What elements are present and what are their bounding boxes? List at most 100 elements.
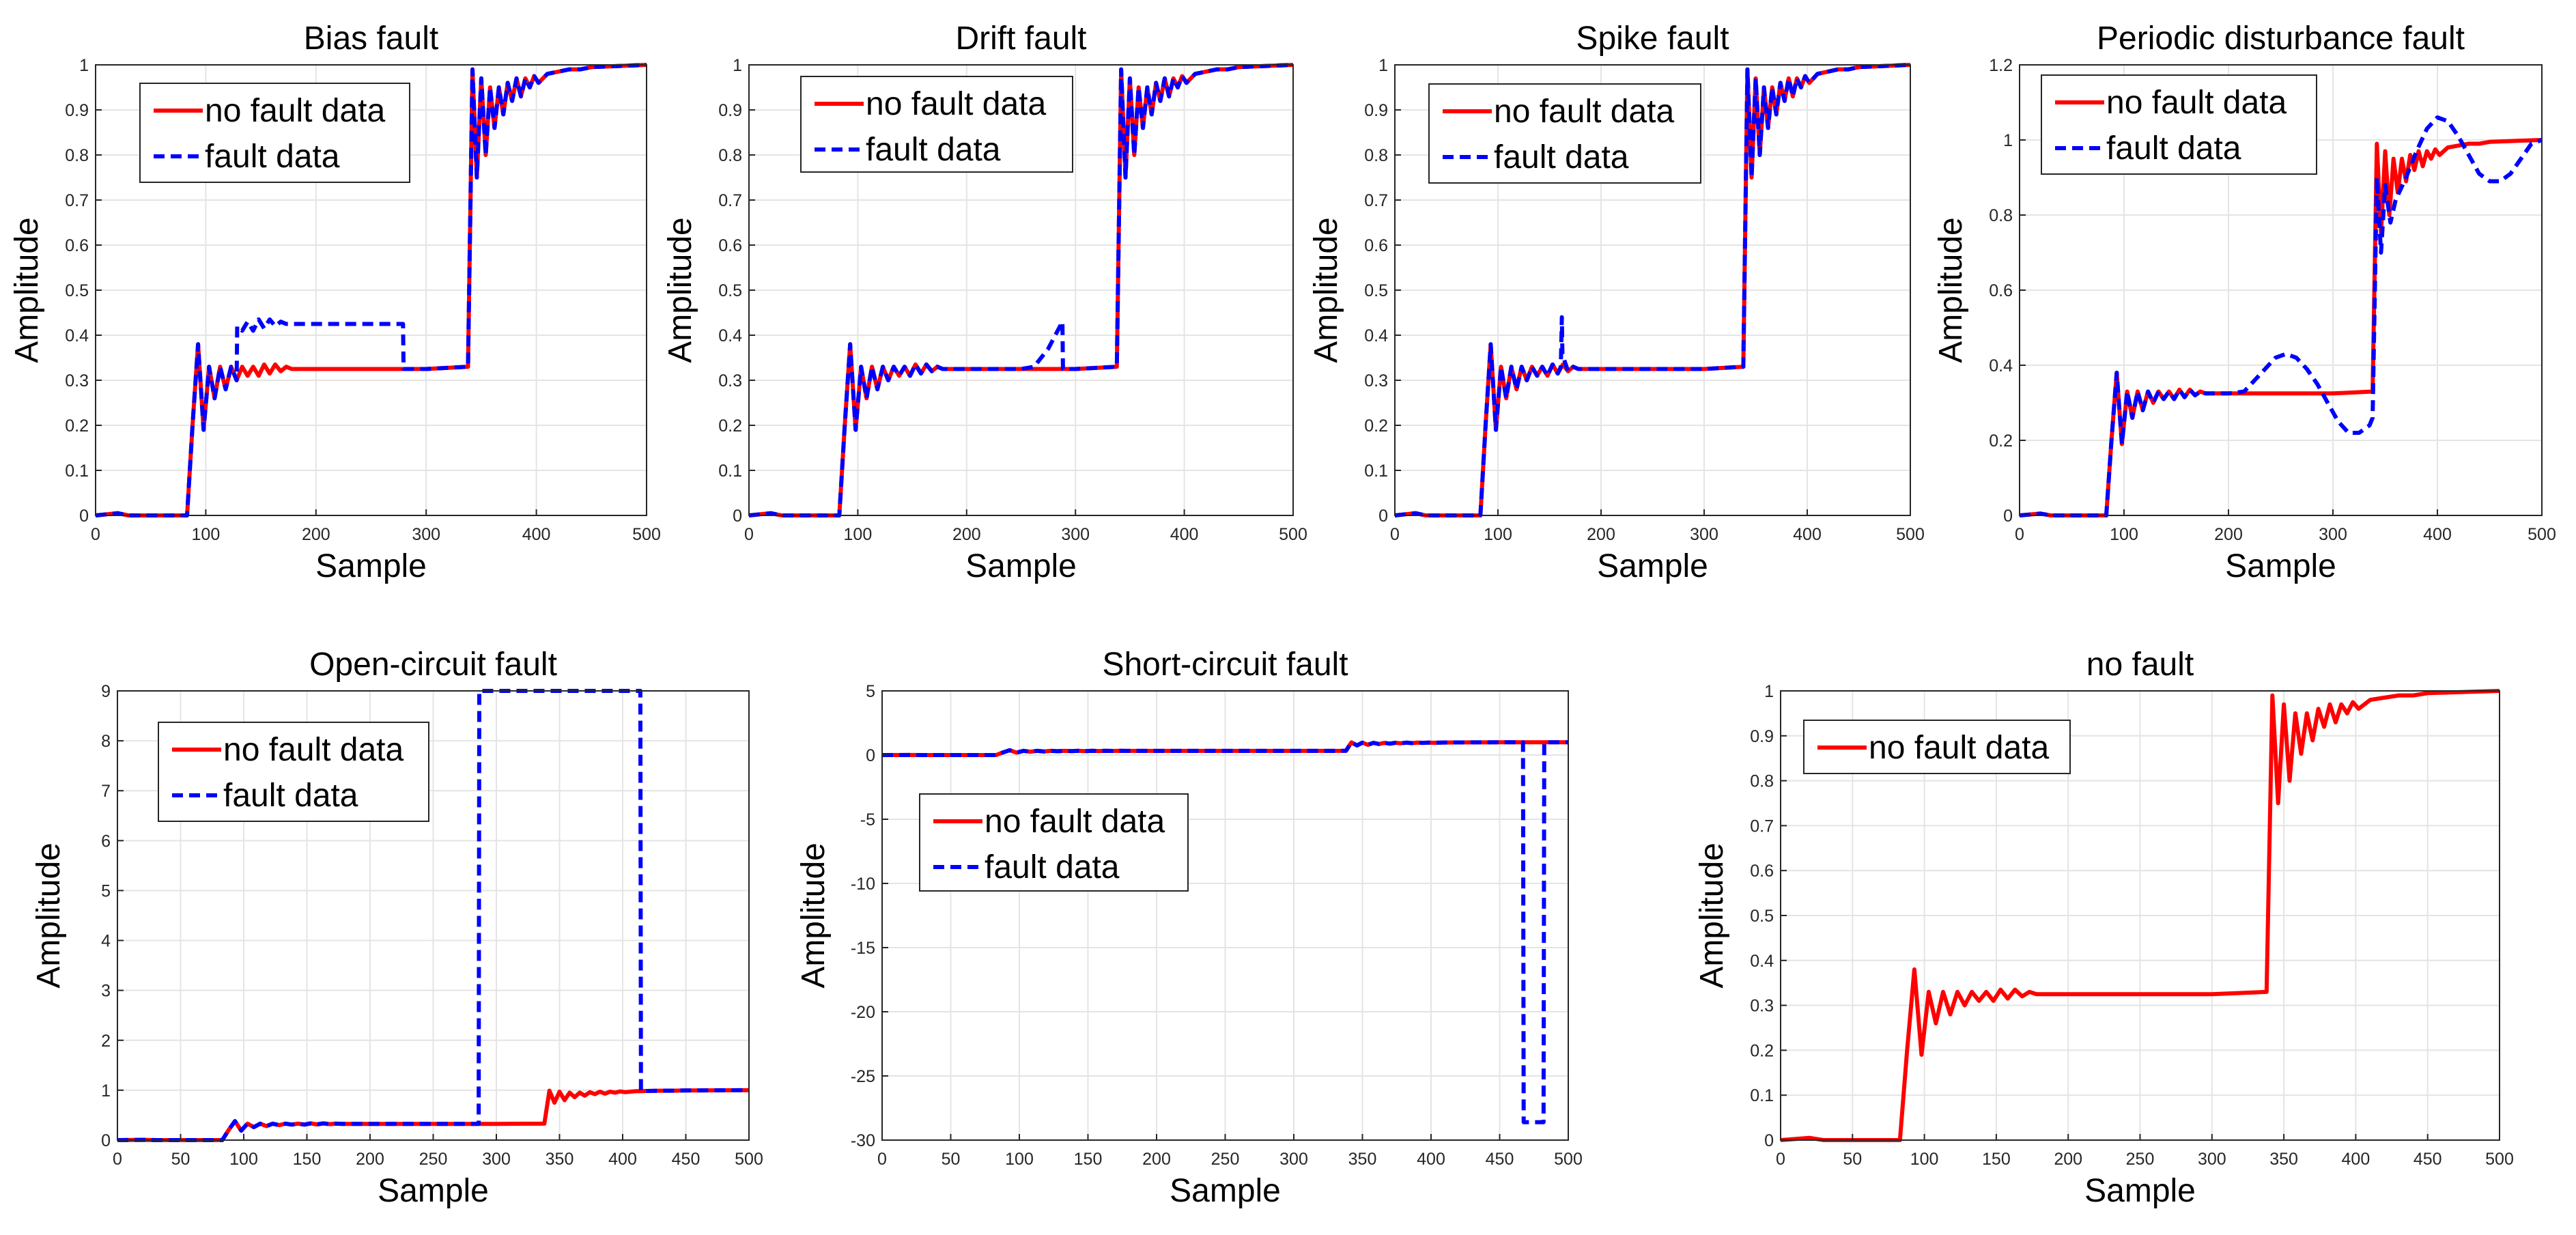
chart-panel-6: 0 50 100 150 200 250 300 350 400 450 500-30-25-20-… [795,647,1583,1209]
x-tick-label: 50 [171,1150,190,1169]
y-tick-label: 0.2 [1750,1041,1774,1060]
y-tick-label: 0.2 [65,416,89,436]
x-tick-label: 100 [2110,525,2138,544]
series-line-fault-data [1394,63,1911,517]
y-tick-label: 0.5 [1364,281,1388,300]
x-axis-label: Sample [2225,548,2336,584]
legend-box [2041,74,2317,175]
y-tick-label: 0 [1378,507,1388,526]
legend-box [1428,83,1701,184]
y-tick-label: 0.8 [1989,206,2013,225]
y-tick-label: -20 [851,1003,875,1022]
y-tick-label: 1 [79,56,89,75]
x-tick-label: 350 [2269,1150,2298,1169]
chart-panel-5: 0 50 100 150 200 250 300 350 400 450 500 0 1 2 3 4 5 6 7 8 9… [31,647,763,1209]
x-tick-label: 100 [1910,1150,1939,1169]
x-tick-label: 200 [952,525,981,544]
y-tick-label: 0.4 [1989,356,2013,375]
y-tick-label: 0.6 [1364,236,1388,255]
legend-label: no fault data [985,804,1165,840]
y-axis-label: Amplitude [662,217,698,363]
x-tick-label: 450 [672,1150,700,1169]
x-tick-label: 250 [2126,1150,2155,1169]
x-tick-label: 0 [91,525,100,544]
y-tick-label: 0.6 [1989,281,2013,300]
x-tick-label: 100 [844,525,873,544]
y-axis-label: Amplitude [1694,842,1730,988]
x-axis-label: Sample [1170,1173,1281,1209]
y-tick-label: 0.8 [1750,772,1774,791]
x-tick-label: 350 [546,1150,574,1169]
y-tick-label: 0 [1764,1131,1774,1150]
series-line-fault-data [95,63,647,517]
x-tick-label: 200 [1142,1150,1171,1169]
legend-label: fault data [866,132,1001,168]
y-tick-label: 1 [733,56,742,75]
y-tick-label: 1.2 [1989,56,2013,75]
y-tick-label: 0.5 [1750,907,1774,926]
x-tick-label: 450 [1486,1150,1514,1169]
x-tick-label: 0 [877,1150,887,1169]
legend-box [158,722,429,822]
y-tick-label: 0.9 [718,101,742,120]
series-line-no-fault-data [1780,689,2500,1142]
chart-title: Spike fault [1576,20,1729,57]
legend-label: fault data [2106,130,2241,167]
x-tick-label: 500 [735,1150,763,1169]
y-tick-label: 0.2 [1989,431,2013,451]
y-tick-label: -25 [851,1067,875,1086]
y-axis-label: Amplitude [9,217,45,363]
x-tick-label: 250 [419,1150,448,1169]
chart-panel-1: 0 100 200 300 400 500 0 0.1 0.2 0.3 0.4 0.5 0.6 0.7 0.… [9,20,661,584]
chart-title: Periodic disturbance fault [2097,20,2465,57]
y-tick-label: 0.3 [1750,997,1774,1016]
x-tick-label: 400 [1793,525,1822,544]
y-tick-label: 0.4 [1364,326,1388,345]
legend-label: no fault data [2106,85,2287,121]
y-tick-label: 9 [101,682,111,701]
y-tick-label: -10 [851,875,875,894]
y-tick-label: 0.3 [718,371,742,391]
x-tick-label: 200 [356,1150,384,1169]
x-tick-label: 300 [1279,1150,1308,1169]
y-axis-label: Amplitude [1933,217,1969,363]
x-tick-label: 150 [293,1150,322,1169]
chart-title: Open-circuit fault [309,647,557,683]
chart-title: Drift fault [955,20,1086,57]
y-tick-label: 0.2 [718,416,742,436]
y-tick-label: 0 [866,746,875,765]
x-axis-label: Sample [965,548,1077,584]
y-tick-label: 0.6 [65,236,89,255]
chart-title: Short-circuit fault [1102,647,1348,683]
y-tick-label: 0 [79,507,89,526]
legend-label: fault data [223,778,358,814]
x-tick-label: 400 [2342,1150,2370,1169]
legend-label: fault data [985,849,1120,885]
y-axis-label: Amplitude [795,842,832,988]
x-tick-label: 400 [522,525,551,544]
y-axis-label: Amplitude [1308,217,1344,363]
y-tick-label: 7 [101,782,111,801]
y-tick-label: 1 [1378,56,1388,75]
x-axis-label: Sample [1597,548,1708,584]
y-tick-label: 0.1 [718,462,742,481]
series-line-no-fault-data [748,63,1294,517]
y-tick-label: 0.6 [1750,862,1774,881]
legend-label: no fault data [866,86,1047,122]
x-tick-label: 400 [1170,525,1199,544]
chart-panel-3: 0 100 200 300 400 500 0 0.1 0.2 0.3 0.4 0.5 0.6 0.7 0.… [1308,20,1925,584]
x-axis-label: Sample [2084,1173,2196,1209]
x-tick-label: 200 [1587,525,1615,544]
x-tick-label: 200 [2054,1150,2082,1169]
y-tick-label: 5 [101,881,111,900]
y-tick-label: -30 [851,1131,875,1150]
y-tick-label: 0.2 [1364,416,1388,436]
y-tick-label: 5 [866,682,875,701]
y-tick-label: 0.8 [718,146,742,165]
y-tick-label: 0 [101,1131,111,1150]
y-tick-label: 0.1 [1364,462,1388,481]
y-tick-label: 0.4 [65,326,89,345]
y-axis-label: Amplitude [31,842,67,988]
legend-label: no fault data [1869,730,2050,766]
x-tick-label: 300 [2198,1150,2226,1169]
